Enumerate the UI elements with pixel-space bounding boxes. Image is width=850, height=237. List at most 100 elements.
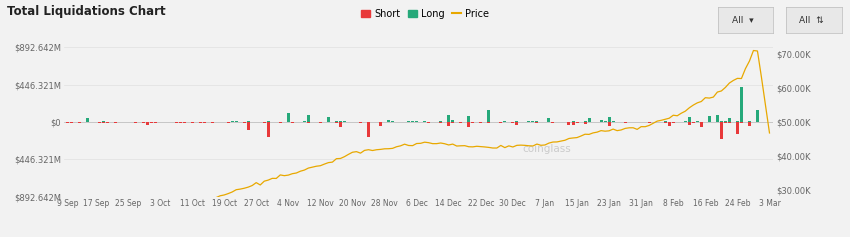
Bar bbox=[423, 122, 426, 123]
Bar bbox=[178, 122, 182, 123]
Legend: Short, Long, Price: Short, Long, Price bbox=[358, 5, 492, 23]
Bar bbox=[451, 120, 454, 122]
Text: All  ▾: All ▾ bbox=[733, 16, 754, 25]
Bar bbox=[155, 122, 157, 123]
Bar bbox=[391, 121, 394, 122]
Bar bbox=[596, 122, 598, 123]
Bar bbox=[319, 122, 322, 123]
Bar bbox=[724, 122, 727, 123]
Bar bbox=[608, 122, 610, 126]
Bar bbox=[575, 122, 579, 123]
Bar bbox=[728, 122, 731, 123]
Bar bbox=[604, 121, 607, 122]
Bar bbox=[115, 122, 117, 123]
Bar bbox=[708, 116, 711, 122]
Bar bbox=[499, 122, 502, 123]
Bar bbox=[267, 122, 269, 137]
Bar bbox=[307, 122, 310, 123]
Bar bbox=[415, 122, 418, 123]
Bar bbox=[536, 122, 538, 123]
Bar bbox=[447, 122, 450, 126]
Bar bbox=[202, 122, 206, 123]
Bar bbox=[411, 121, 414, 122]
Bar bbox=[716, 115, 719, 122]
Bar bbox=[584, 121, 586, 122]
Bar bbox=[186, 122, 190, 123]
Bar bbox=[134, 122, 138, 123]
Bar bbox=[459, 122, 462, 123]
Bar bbox=[146, 122, 150, 125]
Bar bbox=[423, 121, 426, 122]
Bar bbox=[487, 122, 490, 123]
Bar bbox=[211, 122, 213, 123]
Bar bbox=[279, 122, 282, 123]
Bar bbox=[439, 122, 442, 123]
Bar bbox=[559, 122, 563, 123]
Bar bbox=[547, 118, 551, 122]
Bar bbox=[174, 122, 178, 123]
Bar bbox=[688, 117, 691, 122]
Bar bbox=[664, 122, 666, 123]
Bar bbox=[764, 122, 767, 123]
Bar bbox=[343, 121, 346, 122]
Bar bbox=[543, 122, 547, 123]
Bar bbox=[106, 122, 110, 123]
Bar bbox=[243, 122, 246, 123]
Bar bbox=[696, 121, 699, 122]
Bar bbox=[199, 122, 201, 123]
Bar bbox=[339, 122, 342, 127]
Bar bbox=[87, 118, 89, 122]
Bar bbox=[235, 121, 238, 122]
Bar bbox=[468, 116, 470, 122]
Bar bbox=[515, 121, 518, 122]
Bar bbox=[214, 122, 218, 123]
Bar bbox=[246, 121, 250, 122]
Bar bbox=[246, 122, 250, 129]
Bar bbox=[568, 122, 570, 125]
Bar bbox=[359, 122, 362, 123]
Bar bbox=[447, 115, 450, 122]
Bar bbox=[688, 122, 691, 125]
Bar bbox=[102, 122, 105, 123]
Bar bbox=[692, 122, 694, 123]
Bar bbox=[71, 122, 73, 123]
Bar bbox=[99, 122, 101, 123]
Bar bbox=[571, 122, 575, 125]
Bar bbox=[78, 122, 82, 123]
Bar bbox=[66, 122, 69, 123]
Bar bbox=[468, 122, 470, 128]
Bar bbox=[263, 122, 266, 123]
Bar bbox=[571, 121, 575, 122]
Bar bbox=[736, 122, 739, 135]
Bar bbox=[339, 121, 342, 122]
Bar bbox=[672, 122, 675, 123]
Bar bbox=[258, 122, 262, 123]
Bar bbox=[327, 117, 330, 122]
Bar bbox=[379, 122, 382, 126]
Bar bbox=[720, 122, 722, 139]
Bar bbox=[536, 121, 538, 122]
Text: Total Liquidations Chart: Total Liquidations Chart bbox=[7, 5, 166, 18]
Bar bbox=[700, 122, 703, 127]
Bar bbox=[387, 120, 390, 122]
Bar bbox=[512, 122, 514, 123]
Text: coinglass: coinglass bbox=[522, 144, 570, 154]
Bar bbox=[608, 118, 610, 122]
Bar bbox=[584, 122, 586, 124]
Bar bbox=[335, 122, 338, 123]
Bar bbox=[428, 122, 430, 123]
Bar bbox=[286, 113, 290, 122]
Text: All  ⇅: All ⇅ bbox=[799, 16, 824, 25]
Bar bbox=[740, 87, 743, 122]
Bar bbox=[624, 122, 626, 123]
Bar bbox=[451, 122, 454, 123]
Bar bbox=[102, 121, 105, 122]
Bar bbox=[335, 121, 338, 122]
Bar bbox=[367, 122, 370, 137]
Bar bbox=[740, 122, 743, 123]
Bar bbox=[291, 122, 294, 123]
Bar bbox=[471, 122, 474, 123]
Bar bbox=[552, 122, 554, 123]
Bar bbox=[183, 122, 185, 123]
Bar bbox=[143, 122, 145, 123]
